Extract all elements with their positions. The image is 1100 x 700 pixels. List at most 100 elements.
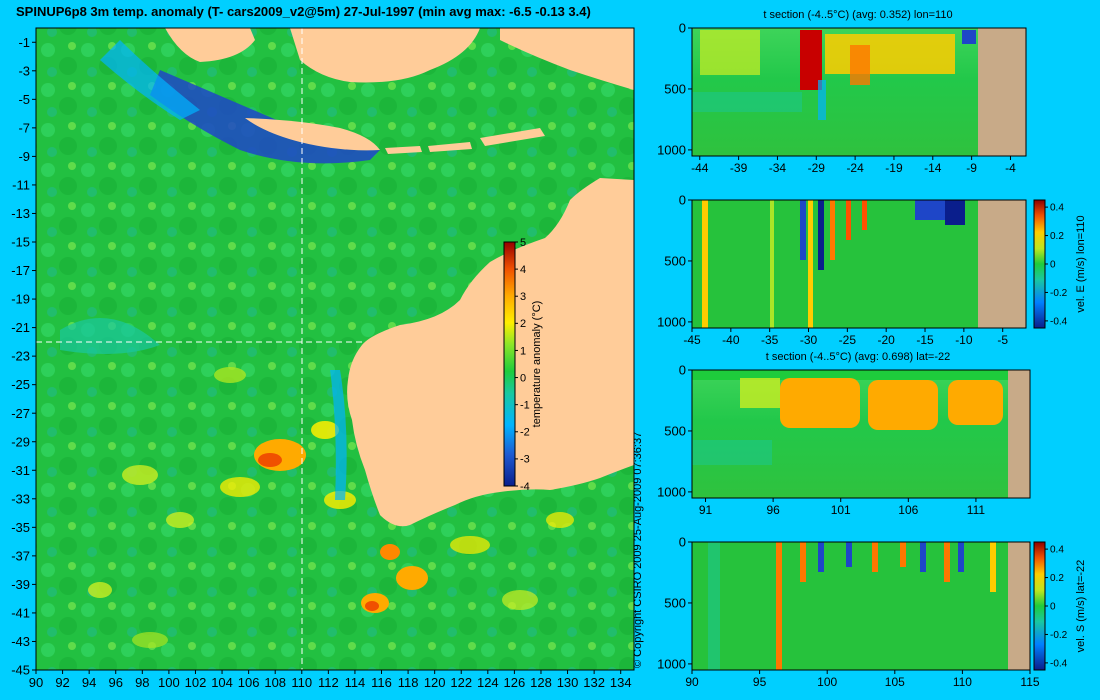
map-colorbar-tick-label: -1 xyxy=(520,400,530,412)
section-2-x-tick-label: -25 xyxy=(839,333,857,347)
section-1-warm-feature xyxy=(825,34,955,74)
section-4-jet xyxy=(846,542,852,567)
section-4-y-axis: 0 500 1000 xyxy=(657,535,692,671)
map-x-tick-label: 96 xyxy=(108,675,122,690)
map-y-tick-label: -21 xyxy=(11,320,30,335)
section-3-panel: t section (-4..5°C) (avg: 0.698) lat=-22… xyxy=(657,351,1031,517)
map-y-tick-label: -39 xyxy=(11,577,30,592)
map-x-tick-label: 92 xyxy=(55,675,69,690)
section-2-y-tick-label: 0 xyxy=(679,193,686,208)
section-4-jet xyxy=(944,542,950,582)
section-3-warm-feature xyxy=(868,380,938,430)
warm-eddy xyxy=(502,590,538,610)
section-1-x-tick-label: -29 xyxy=(808,161,826,175)
section-2-jet xyxy=(818,200,824,270)
section-2-x-tick-label: -35 xyxy=(761,333,779,347)
map-colorbar-tick-label: -4 xyxy=(520,481,530,493)
section-2-jet xyxy=(862,200,867,230)
section-1-warm-feature xyxy=(800,30,822,90)
section-4-x-tick-label: 95 xyxy=(753,675,767,689)
section-3-x-axis: 91 96 101 106 111 xyxy=(699,498,986,517)
section-1-x-tick-label: -19 xyxy=(885,161,903,175)
map-y-tick-label: -17 xyxy=(11,263,30,278)
warm-eddy xyxy=(450,536,490,554)
section-1-bottom xyxy=(978,28,1026,156)
section-3-mixed-layer xyxy=(692,370,1008,380)
warm-eddy xyxy=(220,477,260,497)
cool-streak xyxy=(60,318,160,354)
map-y-tick-label: -37 xyxy=(11,548,30,563)
map-colorbar-tick-label: 0 xyxy=(520,372,526,384)
section-3-x-tick-label: 111 xyxy=(967,503,986,517)
land-sumatra xyxy=(165,28,255,62)
section-1-x-tick-label: -44 xyxy=(691,161,709,175)
warm-eddy xyxy=(132,632,168,648)
section-3-title: t section (-4..5°C) (avg: 0.698) lat=-22 xyxy=(766,351,950,363)
map-x-tick-label: 114 xyxy=(345,675,366,690)
warm-eddy xyxy=(380,544,400,560)
section-2-x-tick-label: -45 xyxy=(683,333,701,347)
section-2-y-axis: 0 500 1000 xyxy=(657,193,692,329)
section-1-y-tick-label: 1000 xyxy=(657,142,686,157)
map-y-tick-label: -23 xyxy=(11,349,30,364)
map-y-tick-label: -11 xyxy=(12,177,30,192)
map-colorbar-tick-label: -3 xyxy=(520,454,530,466)
map-y-tick-label: -43 xyxy=(11,634,30,649)
map-x-tick-label: 108 xyxy=(264,675,286,690)
map-y-tick-label: -45 xyxy=(11,663,30,678)
map-y-tick-label: -9 xyxy=(18,149,30,164)
section-4-x-axis: 90 95 100 105 110 115 xyxy=(685,670,1040,689)
section-1-x-tick-label: -24 xyxy=(846,161,864,175)
section-4-colorbar-tick-label: 0.4 xyxy=(1050,545,1064,556)
section-3-x-tick-label: 101 xyxy=(831,503,851,517)
map-x-tick-label: 126 xyxy=(504,675,526,690)
warm-eddy xyxy=(166,512,194,528)
section-2-jet xyxy=(945,200,965,225)
section-2-x-tick-label: -15 xyxy=(916,333,934,347)
section-2-x-tick-label: -10 xyxy=(955,333,973,347)
section-4-jet xyxy=(818,542,824,572)
section-1-x-tick-label: -34 xyxy=(769,161,787,175)
map-x-axis: 90 92 94 96 98 100 102 104 106 108 110 112 114 116 118… xyxy=(29,670,632,690)
land-island xyxy=(428,142,472,152)
map-y-tick-label: -33 xyxy=(11,491,30,506)
section-4-colorbar-label: vel. S (m/s) lat=-22 xyxy=(1075,560,1087,653)
warm-eddy xyxy=(311,421,339,439)
section-4-y-tick-label: 500 xyxy=(664,596,686,611)
section-4-y-tick-label: 0 xyxy=(679,535,686,550)
section-1-x-tick-label: -9 xyxy=(966,161,977,175)
map-x-tick-label: 118 xyxy=(398,675,419,690)
map-x-tick-label: 124 xyxy=(477,675,499,690)
section-4-colorbar-tick-label: -0.2 xyxy=(1050,630,1068,641)
land-timor xyxy=(480,128,545,146)
map-x-tick-label: 132 xyxy=(583,675,605,690)
section-1-warm-feature xyxy=(850,45,870,85)
section-4-x-tick-label: 100 xyxy=(817,675,837,689)
map-x-tick-label: 106 xyxy=(238,675,260,690)
map-y-tick-label: -25 xyxy=(11,377,30,392)
section-2-colorbar-tick-label: -0.2 xyxy=(1050,288,1068,299)
map-x-tick-label: 94 xyxy=(82,675,96,690)
section-2-jet xyxy=(846,200,851,240)
section-2-colorbar-ticks: 0.4 0.2 0 -0.2 -0.4 xyxy=(1045,203,1068,327)
map-colorbar-tick-label: 5 xyxy=(520,237,526,249)
warm-eddy xyxy=(546,512,574,528)
section-3-warm-feature xyxy=(780,378,860,428)
section-2-bottom xyxy=(978,200,1026,328)
land-island xyxy=(385,146,422,154)
section-2-x-tick-label: -5 xyxy=(997,333,1008,347)
section-1-frame xyxy=(691,27,1027,157)
section-4-x-tick-label: 115 xyxy=(1020,675,1039,689)
figure-title: SPINUP6p8 3m temp. anomaly (T- cars2009_… xyxy=(16,4,591,19)
section-2-x-tick-label: -40 xyxy=(722,333,740,347)
map-y-tick-label: -19 xyxy=(11,292,30,307)
section-3-y-tick-label: 1000 xyxy=(657,484,686,499)
land-australia xyxy=(347,178,634,527)
warm-eddy-core xyxy=(365,601,379,611)
section-4-jet xyxy=(990,542,996,592)
section-2-y-tick-label: 1000 xyxy=(657,314,686,329)
map-x-tick-label: 130 xyxy=(557,675,579,690)
section-3-cool-feature xyxy=(692,440,772,465)
map-y-tick-label: -35 xyxy=(11,520,30,535)
section-3-frame xyxy=(691,369,1031,499)
